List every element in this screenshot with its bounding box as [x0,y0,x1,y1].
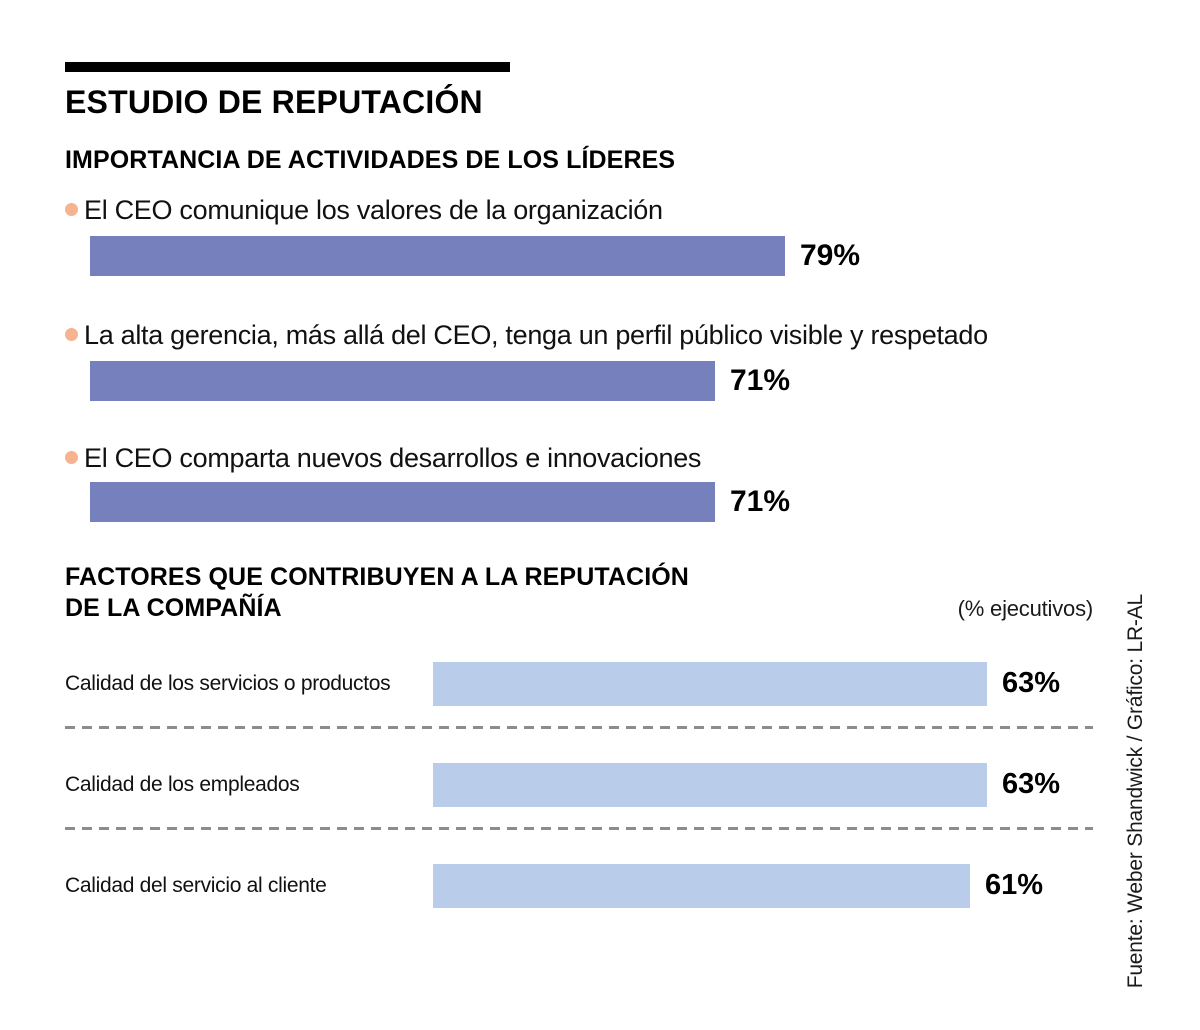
section2-title: FACTORES QUE CONTRIBUYEN A LA REPUTACIÓN… [65,562,689,624]
bullet-icon [65,450,78,464]
bar [90,481,715,522]
bar [433,762,987,807]
bar [433,661,987,706]
section2-unit-label: (% ejecutivos) [957,595,1094,621]
bar-value-label: 71% [730,484,791,518]
bar-row: 79% [90,235,1095,276]
content-column: ESTUDIO DE REPUTACIÓN IMPORTANCIA DE ACT… [65,62,1095,908]
dashed-divider [65,826,1093,830]
bar-row: 71% [90,360,1095,401]
bar-category-label: La alta gerencia, más allá del CEO, teng… [84,319,988,350]
title-rule [65,62,510,72]
table-row: Calidad de los servicios o productos 63% [65,661,1093,706]
bar-value-label: 79% [800,238,861,272]
bar [433,863,970,908]
dashed-divider [65,725,1093,729]
bar-category-label: Calidad de los servicios o productos [65,671,391,695]
bar-value-label: 61% [985,869,1044,902]
bullet-icon [65,327,78,341]
bar [90,235,785,276]
bar-row: 71% [90,481,1095,522]
bar [90,360,715,401]
section2-rows: Calidad de los servicios o productos 63%… [65,661,1093,908]
list-item: El CEO comunique los valores de la organ… [65,193,1055,228]
source-note: Fuente: Weber Shandwick / Gráfico: LR-AL [1124,593,1147,988]
table-row: Calidad de los empleados 63% [65,762,1093,807]
bar-category-label: El CEO comunique los valores de la organ… [84,194,663,225]
section2-title-line1: FACTORES QUE CONTRIBUYEN A LA REPUTACIÓN [65,562,689,591]
section1-title: IMPORTANCIA DE ACTIVIDADES DE LOS LÍDERE… [65,145,676,174]
bar-value-label: 63% [1002,768,1061,801]
bar-category-label: Calidad del servicio al cliente [65,873,327,897]
bar-value-label: 63% [1002,667,1061,700]
section2-title-line2: DE LA COMPAÑÍA [65,593,282,622]
list-item: El CEO comparta nuevos desarrollos e inn… [65,441,1055,476]
page-title: ESTUDIO DE REPUTACIÓN [65,84,483,120]
table-row: Calidad del servicio al cliente 61% [65,863,1093,908]
bar-value-label: 71% [730,363,791,397]
bullet-icon [65,202,78,216]
section2-header: FACTORES QUE CONTRIBUYEN A LA REPUTACIÓN… [65,562,1093,624]
list-item: La alta gerencia, más allá del CEO, teng… [65,318,1055,353]
bar-category-label: Calidad de los empleados [65,772,300,796]
bar-category-label: El CEO comparta nuevos desarrollos e inn… [84,442,702,473]
